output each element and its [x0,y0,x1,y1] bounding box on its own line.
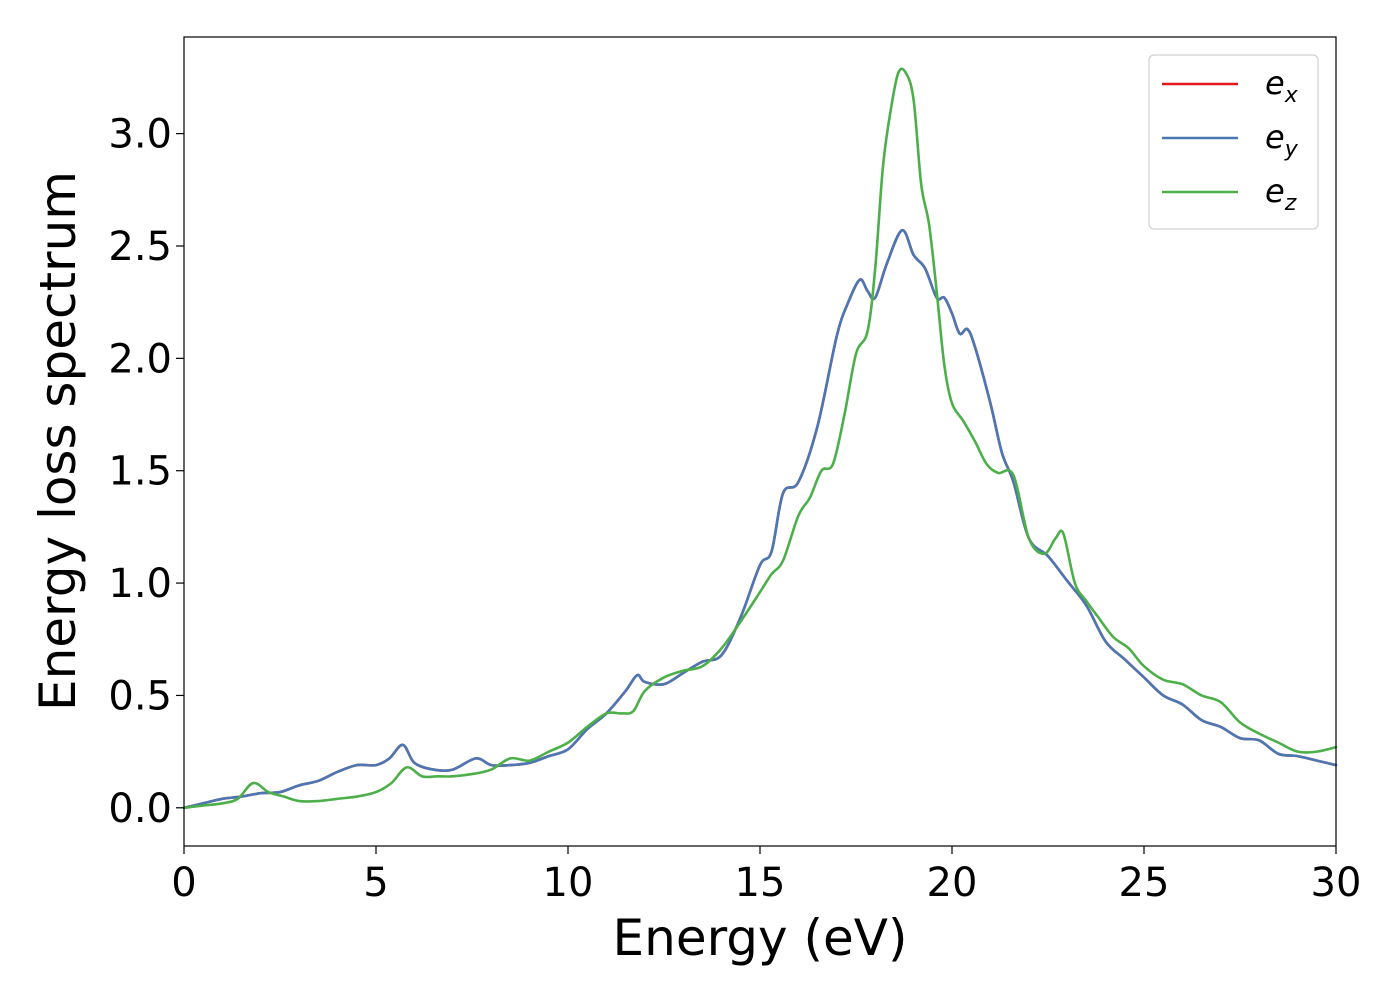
x-tick-label: 10 [543,860,594,906]
x-tick-label: 15 [735,860,786,906]
y-axis: 0.0 0.5 1.0 1.5 2.0 2.5 3.0 [108,112,184,832]
y-tick-label: 3.0 [108,112,172,158]
x-tick-label: 30 [1311,860,1362,906]
y-tick-label: 0.0 [108,786,172,832]
legend-box [1148,54,1319,230]
x-tick-label: 20 [927,860,978,906]
y-tick-label: 0.5 [108,673,172,719]
x-tick-label: 5 [363,860,388,906]
y-tick-label: 1.0 [108,561,172,607]
y-tick-label: 1.5 [108,449,172,495]
x-axis: 0 5 10 15 20 25 30 [171,846,1361,906]
x-tick-label: 25 [1119,860,1170,906]
y-axis-label: Energy loss spectrum [29,171,87,711]
series-line-e-y [182,228,1338,810]
y-tick-label: 2.5 [108,224,172,270]
series-layer [182,67,1338,810]
series-line-e-z [182,67,1338,810]
x-axis-label: Energy (eV) [613,909,908,967]
x-tick-label: 0 [171,860,196,906]
y-tick-label: 2.0 [108,336,172,382]
